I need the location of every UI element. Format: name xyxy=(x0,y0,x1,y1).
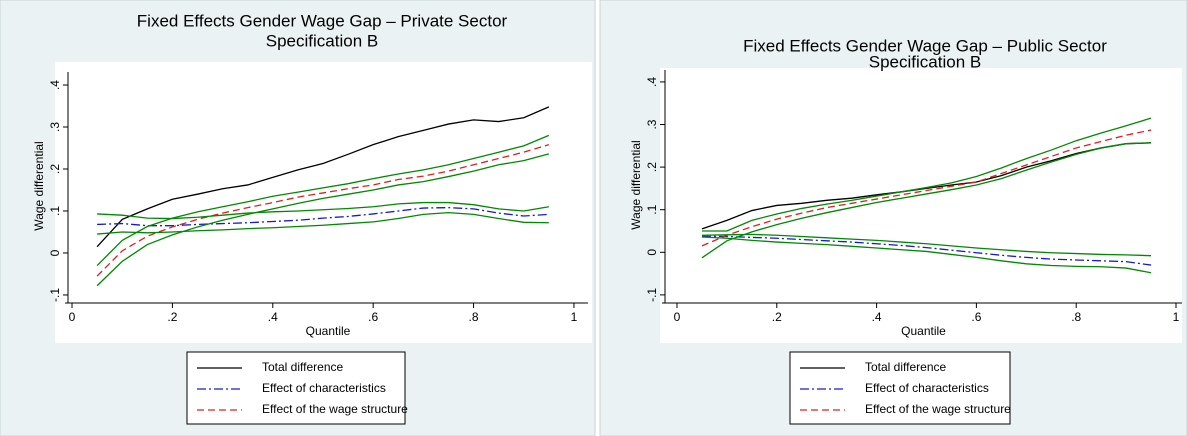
x-tick-label: .6 xyxy=(368,310,378,324)
series-line xyxy=(701,233,1152,257)
x-tick-label: 0 xyxy=(674,310,681,324)
y-tick-label: .4 xyxy=(645,77,659,87)
y-tick-label: -.1 xyxy=(645,288,659,302)
legend-box xyxy=(186,351,406,425)
series-line xyxy=(96,134,550,267)
series-line xyxy=(96,106,550,248)
x-tick-label: .4 xyxy=(268,310,278,324)
y-tick-label: 0 xyxy=(645,249,659,256)
x-tick-label: 1 xyxy=(571,310,578,324)
y-tick-label: .3 xyxy=(645,119,659,129)
y-tick-label: .1 xyxy=(645,204,659,214)
y-tick-label: 0 xyxy=(48,249,62,256)
y-tick-label: .4 xyxy=(48,80,62,90)
legend-label: Effect of characteristics xyxy=(865,381,989,395)
y-tick-label: .2 xyxy=(48,164,62,174)
y-tick-label: .3 xyxy=(48,122,62,132)
legend-label: Effect of the wage structure xyxy=(262,402,408,416)
x-tick-label: .6 xyxy=(971,310,981,324)
chart-subtitle: Specification B xyxy=(266,31,378,50)
chart-title: Fixed Effects Gender Wage Gap – Public S… xyxy=(743,36,1107,55)
series-line xyxy=(701,129,1152,247)
chart-title: Fixed Effects Gender Wage Gap – Private … xyxy=(137,11,508,30)
legend-label: Total difference xyxy=(262,360,343,374)
y-axis-label: Wage differential xyxy=(629,140,643,229)
series-line xyxy=(701,142,1152,259)
y-tick-label: .1 xyxy=(48,206,62,216)
x-tick-label: .8 xyxy=(469,310,479,324)
series-line xyxy=(701,117,1152,232)
series-line xyxy=(701,235,1152,266)
y-axis-label: Wage differential xyxy=(32,141,46,230)
legend-label: Total difference xyxy=(865,360,946,374)
x-axis-label: Quantile xyxy=(306,324,351,338)
x-tick-label: .4 xyxy=(872,310,882,324)
legend-box xyxy=(789,351,1011,425)
x-tick-label: 0 xyxy=(69,310,76,324)
series-line xyxy=(96,144,550,277)
plot-background xyxy=(660,68,1182,343)
series-line xyxy=(97,212,549,235)
x-tick-label: .2 xyxy=(772,310,782,324)
plot-background xyxy=(55,62,592,343)
y-tick-label: -.1 xyxy=(48,288,62,302)
x-axis-label: Quantile xyxy=(901,324,946,338)
series-line xyxy=(701,142,1152,230)
legend-label: Effect of characteristics xyxy=(262,381,386,395)
x-tick-label: .8 xyxy=(1071,310,1081,324)
chart-subtitle: Specification B xyxy=(869,52,981,71)
series-line xyxy=(96,153,550,287)
x-tick-label: 1 xyxy=(1173,310,1180,324)
y-tick-label: .2 xyxy=(645,162,659,172)
series-line xyxy=(701,236,1152,274)
series-line xyxy=(97,206,549,227)
x-tick-label: .2 xyxy=(167,310,177,324)
legend-label: Effect of the wage structure xyxy=(865,402,1011,416)
